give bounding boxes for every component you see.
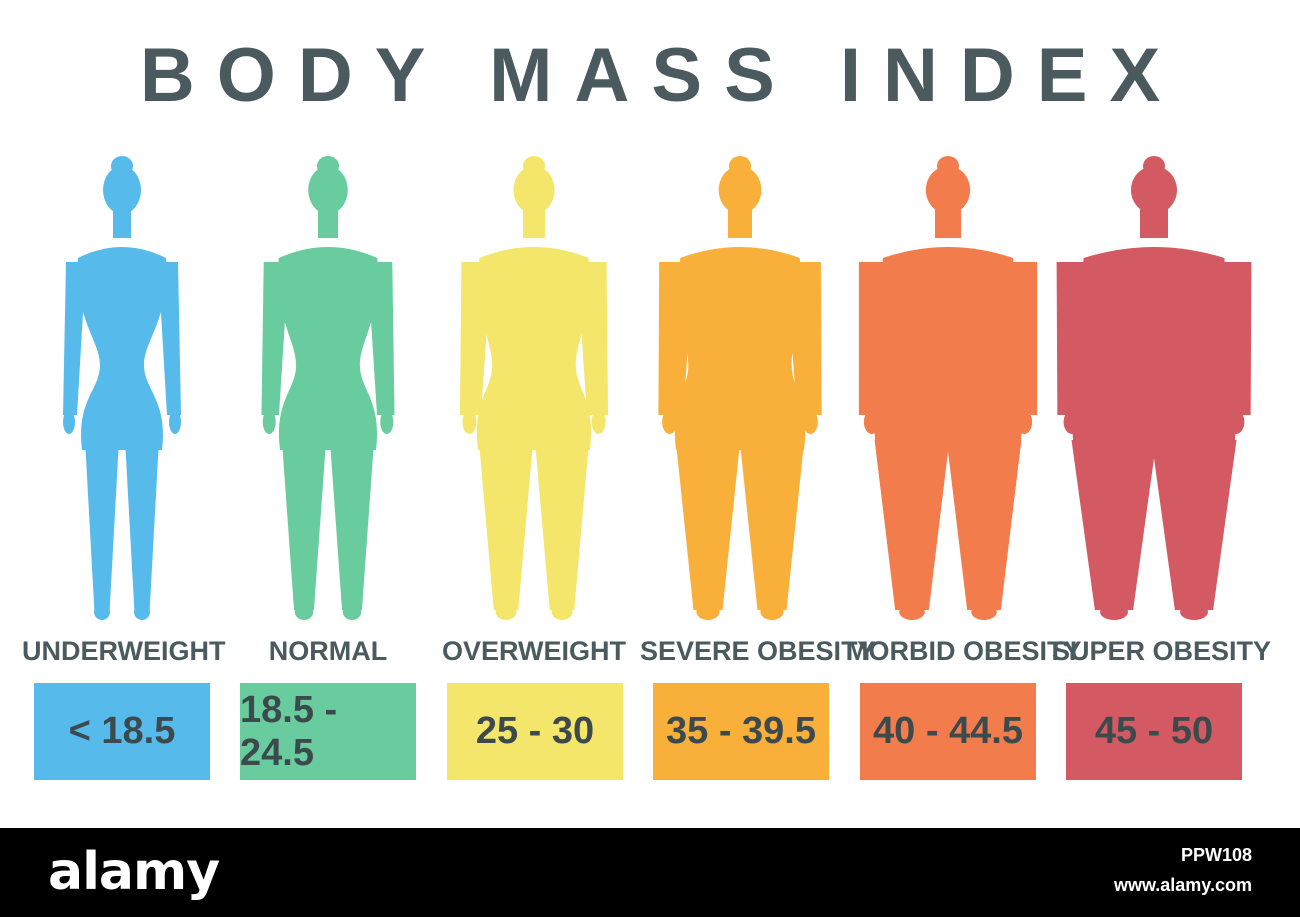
- figure-right-arm: [1206, 262, 1252, 415]
- figure-right-foot: [342, 604, 362, 620]
- figure-left-leg: [478, 440, 534, 610]
- range-box-severe-obesity: 35 - 39.5: [653, 683, 829, 780]
- figure-right-leg: [946, 440, 1022, 610]
- figure-right-foot: [551, 604, 573, 620]
- category-label-super-obesity: SUPER OBESITY: [1052, 636, 1272, 666]
- figure-left-hand: [462, 410, 477, 434]
- figure-torso: [874, 247, 1022, 450]
- figure-right-foot: [1180, 604, 1208, 620]
- figure-torso: [278, 247, 378, 450]
- figure-overweight: [459, 156, 609, 620]
- figure-torso: [674, 247, 806, 450]
- figure-left-foot: [294, 604, 314, 620]
- range-box-underweight: < 18.5: [34, 683, 210, 780]
- figure-left-hand: [63, 410, 75, 434]
- figure-neck: [728, 208, 752, 238]
- range-box-super-obesity: 45 - 50: [1066, 683, 1242, 780]
- figure-neck: [1140, 208, 1168, 238]
- figure-left-leg: [281, 440, 327, 610]
- figure-left-foot: [1100, 604, 1128, 620]
- range-value: 45 - 50: [1094, 710, 1214, 752]
- figure-left-leg: [85, 440, 119, 610]
- range-value: 25 - 30: [475, 710, 595, 752]
- figure-left-arm: [261, 262, 289, 415]
- figure-left-foot: [94, 604, 110, 620]
- brand-logo: alamy: [48, 842, 220, 902]
- figure-left-foot: [495, 604, 517, 620]
- figure-left-foot: [696, 604, 720, 620]
- figure-neck: [523, 208, 545, 238]
- figure-neck: [935, 208, 961, 238]
- figure-right-hand: [380, 410, 394, 434]
- figure-torso: [1072, 247, 1236, 450]
- figure-left-leg: [874, 440, 950, 610]
- figure-neck: [318, 208, 338, 238]
- figure-left-arm: [658, 262, 695, 415]
- figure-right-arm: [997, 262, 1038, 415]
- figure-left-leg: [675, 440, 741, 610]
- figure-right-hand: [1016, 410, 1033, 434]
- figure-underweight: [63, 156, 181, 620]
- figure-left-hand: [662, 410, 678, 434]
- figure-head: [308, 166, 348, 214]
- category-label-overweight: OVERWEIGHT: [441, 636, 627, 666]
- figure-right-leg: [534, 440, 590, 610]
- figure-right-foot: [760, 604, 784, 620]
- figure-neck: [113, 208, 131, 238]
- figure-torso: [77, 247, 167, 450]
- figure-head: [925, 166, 971, 214]
- page-title: BODY MASS INDEX: [139, 33, 1183, 118]
- figure-severe-obesity: [658, 156, 822, 620]
- figure-right-hand: [802, 410, 818, 434]
- figure-morbid-obesity: [858, 156, 1038, 620]
- range-box-morbid-obesity: 40 - 44.5: [860, 683, 1036, 780]
- figure-head: [718, 166, 762, 214]
- figure-head: [513, 166, 555, 214]
- range-value: 18.5 - 24.5: [240, 688, 338, 774]
- figure-right-leg: [1151, 440, 1237, 610]
- figure-right-hand: [169, 410, 181, 434]
- figure-right-arm: [367, 262, 395, 415]
- figure-right-foot: [134, 604, 150, 620]
- range-box-overweight: 25 - 30: [447, 683, 623, 780]
- figure-right-arm: [785, 262, 822, 415]
- figure-super-obesity: [1056, 156, 1252, 620]
- figure-right-hand: [1227, 410, 1245, 434]
- figure-left-arm: [459, 262, 492, 415]
- figure-left-hand: [863, 410, 880, 434]
- category-label-normal: NORMAL: [268, 636, 388, 666]
- figure-right-arm: [576, 262, 609, 415]
- figure-right-leg: [125, 440, 159, 610]
- figure-left-arm: [1056, 262, 1102, 415]
- category-label-morbid-obesity: MORBID OBESITY: [846, 636, 1082, 666]
- figure-left-hand: [262, 410, 276, 434]
- range-value: 35 - 39.5: [666, 710, 816, 752]
- figure-left-arm: [63, 262, 86, 415]
- site-url: www.alamy.com: [1113, 875, 1252, 895]
- category-label-severe-obesity: SEVERE OBESITY: [640, 636, 876, 666]
- figure-left-hand: [1063, 410, 1081, 434]
- figure-right-arm: [158, 262, 181, 415]
- figure-head: [103, 166, 141, 214]
- range-box-normal: 18.5 - 24.5: [240, 683, 416, 780]
- figure-left-foot: [899, 604, 925, 620]
- image-id: PPW108: [1180, 845, 1252, 865]
- figures-row: [63, 156, 1252, 620]
- figure-normal: [261, 156, 395, 620]
- watermark-footer: alamy PPW108 www.alamy.com: [0, 828, 1300, 917]
- figure-right-leg: [739, 440, 805, 610]
- figure-left-arm: [858, 262, 899, 415]
- figure-right-hand: [591, 410, 606, 434]
- figure-right-foot: [971, 604, 997, 620]
- range-value: < 18.5: [68, 710, 176, 752]
- range-value: 40 - 44.5: [873, 710, 1023, 752]
- figure-right-leg: [329, 440, 375, 610]
- figure-head: [1131, 166, 1177, 214]
- category-label-underweight: UNDERWEIGHT: [22, 636, 226, 666]
- figure-left-leg: [1071, 440, 1157, 610]
- figure-torso: [476, 247, 592, 450]
